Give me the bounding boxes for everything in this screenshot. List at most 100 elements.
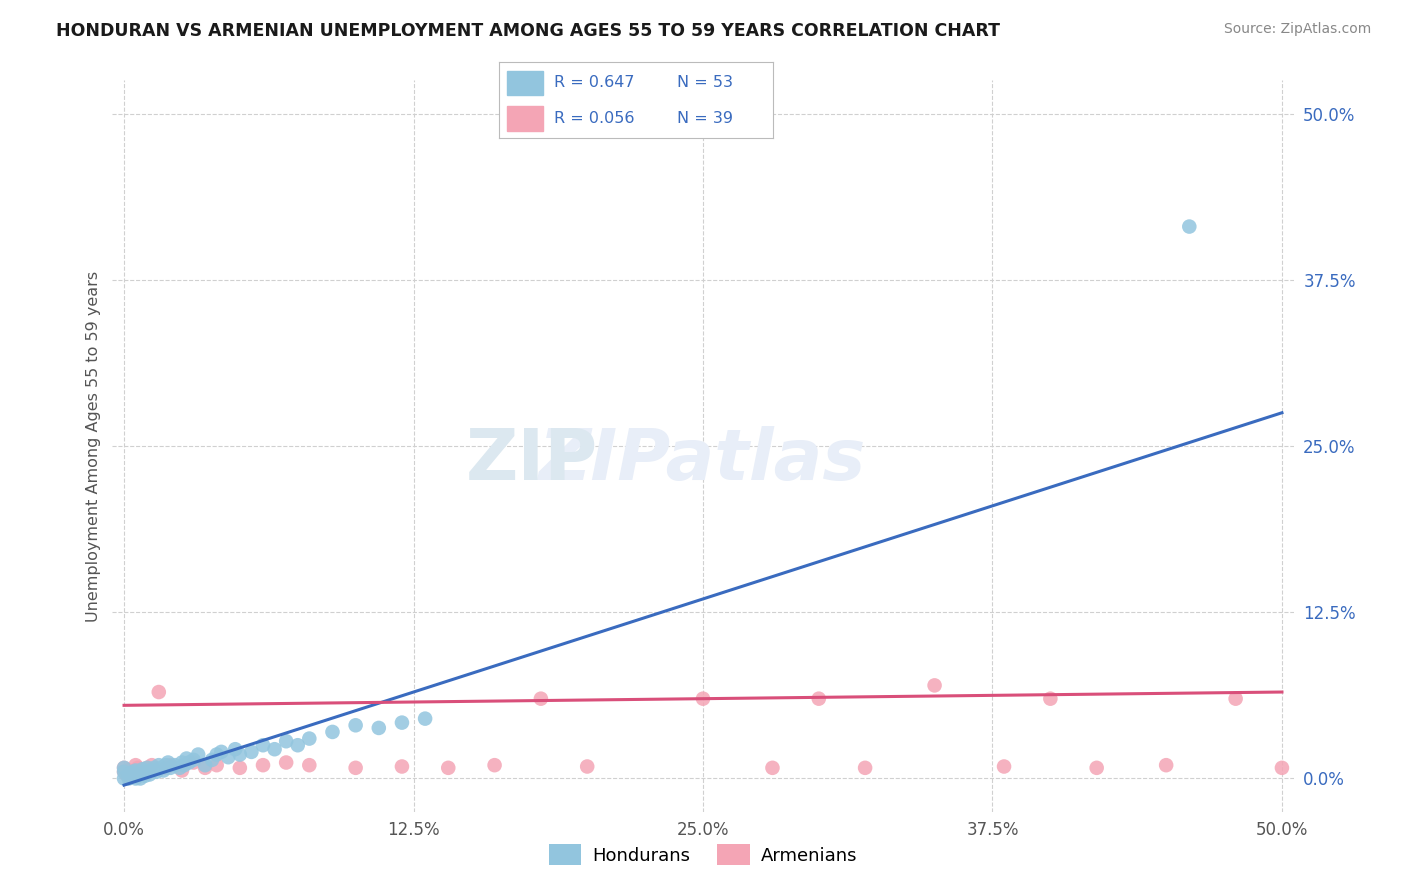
Point [141, 764, 163, 778]
Point [134, 769, 156, 783]
Point [391, 715, 413, 730]
Point [118, 767, 141, 781]
Point [170, 764, 193, 778]
Point [194, 758, 217, 772]
Point [321, 725, 343, 739]
Point [229, 747, 252, 762]
Point [413, 712, 436, 726]
Point [183, 753, 205, 767]
Point [124, 772, 146, 786]
Point [1178, 219, 1201, 234]
Point [229, 761, 252, 775]
Point [224, 742, 246, 756]
Point [761, 761, 783, 775]
Point [127, 767, 149, 781]
Point [131, 762, 153, 776]
Point [437, 761, 460, 775]
Point [240, 745, 263, 759]
Point [344, 761, 367, 775]
Bar [508, 70, 543, 95]
Point [194, 761, 217, 775]
Point [276, 756, 298, 770]
Point [201, 753, 224, 767]
Point [692, 691, 714, 706]
Text: N = 39: N = 39 [678, 111, 734, 126]
Point [252, 758, 274, 772]
Point [120, 766, 142, 780]
Point [159, 761, 181, 775]
Point [576, 759, 599, 773]
Text: ZIP: ZIP [465, 426, 598, 495]
Point [209, 745, 232, 759]
Point [173, 758, 195, 772]
Point [853, 761, 876, 775]
Point [155, 761, 177, 775]
Point [252, 738, 274, 752]
Point [129, 772, 152, 786]
Point [298, 731, 321, 746]
Point [120, 766, 142, 780]
Point [807, 691, 830, 706]
Point [145, 764, 167, 779]
Point [112, 772, 135, 786]
Point [122, 764, 145, 779]
Point [391, 759, 413, 773]
Point [148, 758, 170, 772]
Point [118, 764, 141, 778]
Point [1154, 758, 1177, 772]
Point [287, 738, 309, 752]
Point [148, 685, 170, 699]
Point [124, 758, 146, 772]
Y-axis label: Unemployment Among Ages 55 to 59 years: Unemployment Among Ages 55 to 59 years [86, 270, 101, 622]
Point [131, 766, 153, 780]
Point [924, 678, 946, 692]
Point [530, 691, 553, 706]
Point [205, 758, 228, 772]
Point [205, 747, 228, 762]
Point [152, 764, 174, 778]
Text: N = 53: N = 53 [678, 76, 734, 90]
Point [169, 761, 191, 775]
Point [112, 764, 135, 779]
Point [136, 761, 159, 775]
Point [344, 718, 367, 732]
Point [141, 758, 163, 772]
Point [136, 761, 159, 775]
Legend: Hondurans, Armenians: Hondurans, Armenians [541, 837, 865, 872]
Point [367, 721, 389, 735]
Point [176, 751, 198, 765]
Point [127, 761, 149, 775]
Point [183, 756, 205, 770]
Point [187, 747, 209, 762]
Point [157, 756, 180, 770]
Point [1039, 691, 1062, 706]
Point [115, 767, 138, 781]
Text: R = 0.056: R = 0.056 [554, 111, 634, 126]
Point [143, 761, 166, 775]
Point [112, 764, 135, 779]
Point [150, 761, 173, 775]
Point [276, 734, 298, 748]
Text: ZIPatlas: ZIPatlas [540, 426, 866, 495]
Text: HONDURAN VS ARMENIAN UNEMPLOYMENT AMONG AGES 55 TO 59 YEARS CORRELATION CHART: HONDURAN VS ARMENIAN UNEMPLOYMENT AMONG … [56, 22, 1000, 40]
Point [131, 764, 153, 779]
Point [122, 764, 145, 779]
Point [1271, 761, 1294, 775]
Point [170, 756, 193, 770]
Point [993, 759, 1015, 773]
Point [136, 764, 159, 779]
Point [1225, 691, 1247, 706]
Bar [508, 106, 543, 130]
Point [138, 767, 160, 781]
Point [1085, 761, 1108, 775]
Point [298, 758, 321, 772]
Point [112, 761, 135, 775]
Point [112, 761, 135, 775]
Point [118, 772, 141, 786]
Point [155, 758, 177, 772]
Point [217, 750, 239, 764]
Text: R = 0.647: R = 0.647 [554, 76, 634, 90]
Text: Source: ZipAtlas.com: Source: ZipAtlas.com [1223, 22, 1371, 37]
Point [124, 764, 146, 778]
Point [263, 742, 285, 756]
